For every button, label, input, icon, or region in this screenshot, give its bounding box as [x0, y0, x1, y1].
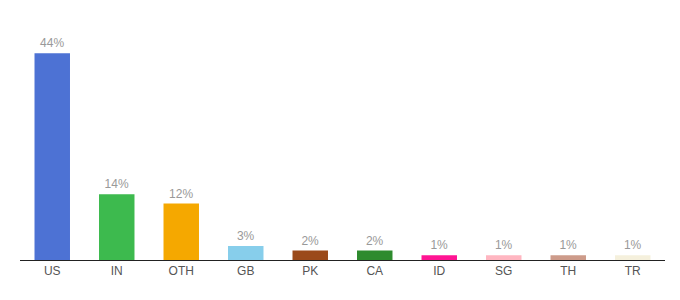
svg-text:TR: TR [625, 264, 641, 278]
svg-text:1%: 1% [559, 238, 577, 252]
svg-text:12%: 12% [169, 187, 193, 201]
svg-text:PK: PK [302, 264, 318, 278]
svg-text:TH: TH [560, 264, 576, 278]
svg-text:44%: 44% [40, 36, 64, 50]
svg-text:ID: ID [433, 264, 445, 278]
svg-text:GB: GB [237, 264, 254, 278]
svg-text:3%: 3% [237, 229, 255, 243]
svg-text:2%: 2% [366, 234, 384, 248]
svg-text:14%: 14% [105, 177, 129, 191]
svg-text:1%: 1% [495, 238, 513, 252]
svg-text:1%: 1% [430, 238, 448, 252]
svg-text:OTH: OTH [169, 264, 194, 278]
svg-text:SG: SG [495, 264, 512, 278]
svg-text:IN: IN [111, 264, 123, 278]
svg-text:2%: 2% [301, 234, 319, 248]
svg-text:US: US [44, 264, 61, 278]
svg-text:1%: 1% [624, 238, 642, 252]
svg-text:CA: CA [366, 264, 383, 278]
